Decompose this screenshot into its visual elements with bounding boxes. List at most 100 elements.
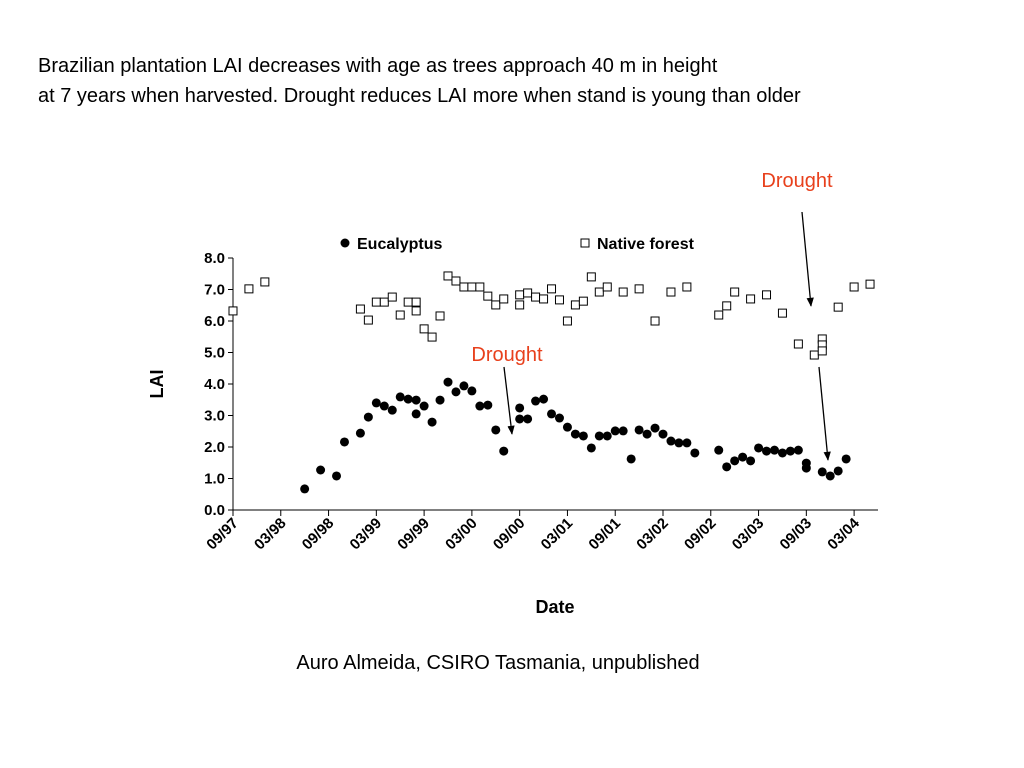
marker bbox=[539, 394, 549, 404]
marker bbox=[594, 287, 604, 297]
x-tick-label: 03/01 bbox=[538, 515, 577, 554]
arrow bbox=[818, 366, 831, 461]
marker bbox=[515, 403, 525, 413]
marker bbox=[626, 454, 636, 464]
marker bbox=[411, 297, 421, 307]
marker bbox=[849, 282, 859, 292]
marker bbox=[451, 276, 461, 286]
marker bbox=[690, 448, 700, 458]
marker bbox=[809, 350, 819, 360]
marker bbox=[515, 414, 525, 424]
marker bbox=[459, 381, 469, 391]
marker bbox=[618, 426, 628, 436]
marker bbox=[578, 296, 588, 306]
marker bbox=[562, 316, 572, 326]
legend-marker bbox=[340, 238, 350, 248]
marker bbox=[379, 297, 389, 307]
marker bbox=[570, 300, 580, 310]
marker bbox=[515, 290, 525, 300]
marker bbox=[387, 405, 397, 415]
marker bbox=[817, 467, 827, 477]
marker bbox=[451, 387, 461, 397]
title-line: at 7 years when harvested. Drought reduc… bbox=[38, 85, 801, 107]
marker bbox=[547, 409, 557, 419]
marker bbox=[491, 425, 501, 435]
marker bbox=[387, 292, 397, 302]
x-tick-label: 03/04 bbox=[824, 514, 863, 553]
y-tick-label: 4.0 bbox=[204, 376, 225, 393]
marker bbox=[762, 290, 772, 300]
marker bbox=[483, 400, 493, 410]
marker bbox=[841, 454, 851, 464]
x-tick-label: 03/00 bbox=[442, 515, 481, 554]
marker bbox=[586, 272, 596, 282]
marker bbox=[332, 471, 342, 481]
marker bbox=[714, 310, 724, 320]
marker bbox=[658, 429, 668, 439]
marker bbox=[395, 392, 405, 402]
marker bbox=[475, 401, 485, 411]
marker bbox=[371, 398, 381, 408]
y-tick-label: 1.0 bbox=[204, 471, 225, 488]
marker bbox=[594, 431, 604, 441]
x-tick-label: 03/03 bbox=[729, 515, 768, 554]
marker bbox=[435, 395, 445, 405]
x-tick-label: 03/99 bbox=[347, 515, 386, 554]
marker bbox=[650, 423, 660, 433]
marker bbox=[379, 401, 389, 411]
x-tick-label: 03/98 bbox=[251, 515, 290, 554]
marker bbox=[722, 462, 732, 472]
marker bbox=[483, 291, 493, 301]
marker bbox=[793, 339, 803, 349]
annotation: Drought bbox=[761, 170, 833, 192]
marker bbox=[825, 471, 835, 481]
marker bbox=[618, 287, 628, 297]
marker bbox=[554, 295, 564, 305]
marker bbox=[666, 436, 676, 446]
marker bbox=[459, 282, 469, 292]
marker bbox=[244, 284, 254, 294]
y-tick-label: 6.0 bbox=[204, 313, 225, 330]
y-tick-label: 3.0 bbox=[204, 408, 225, 425]
marker bbox=[666, 287, 676, 297]
marker bbox=[523, 414, 533, 424]
marker bbox=[785, 446, 795, 456]
x-tick-label: 03/02 bbox=[633, 515, 672, 554]
legend-label: Eucalyptus bbox=[357, 236, 442, 253]
marker bbox=[427, 332, 437, 342]
marker bbox=[499, 294, 509, 304]
x-tick-label: 09/03 bbox=[777, 515, 816, 554]
marker bbox=[427, 417, 437, 427]
marker bbox=[363, 412, 373, 422]
legend-marker bbox=[580, 238, 590, 248]
arrow bbox=[503, 366, 515, 435]
marker bbox=[531, 292, 541, 302]
marker bbox=[395, 310, 405, 320]
marker bbox=[777, 308, 787, 318]
marker bbox=[316, 465, 326, 475]
marker bbox=[467, 282, 477, 292]
x-tick-label: 09/01 bbox=[585, 515, 624, 554]
marker bbox=[634, 284, 644, 294]
x-tick-label: 09/98 bbox=[299, 515, 338, 554]
marker bbox=[371, 297, 381, 307]
marker bbox=[491, 300, 501, 310]
marker bbox=[578, 431, 588, 441]
marker bbox=[833, 466, 843, 476]
y-tick-label: 0.0 bbox=[204, 502, 225, 519]
marker bbox=[762, 446, 772, 456]
marker bbox=[539, 294, 549, 304]
marker bbox=[730, 456, 740, 466]
marker bbox=[475, 282, 485, 292]
marker bbox=[547, 284, 557, 294]
x-tick-label: 09/00 bbox=[490, 515, 529, 554]
y-tick-label: 5.0 bbox=[204, 345, 225, 362]
marker bbox=[746, 456, 756, 466]
marker bbox=[499, 446, 509, 456]
marker bbox=[714, 445, 724, 455]
marker bbox=[443, 377, 453, 387]
marker bbox=[419, 401, 429, 411]
marker bbox=[586, 443, 596, 453]
marker bbox=[260, 277, 270, 287]
